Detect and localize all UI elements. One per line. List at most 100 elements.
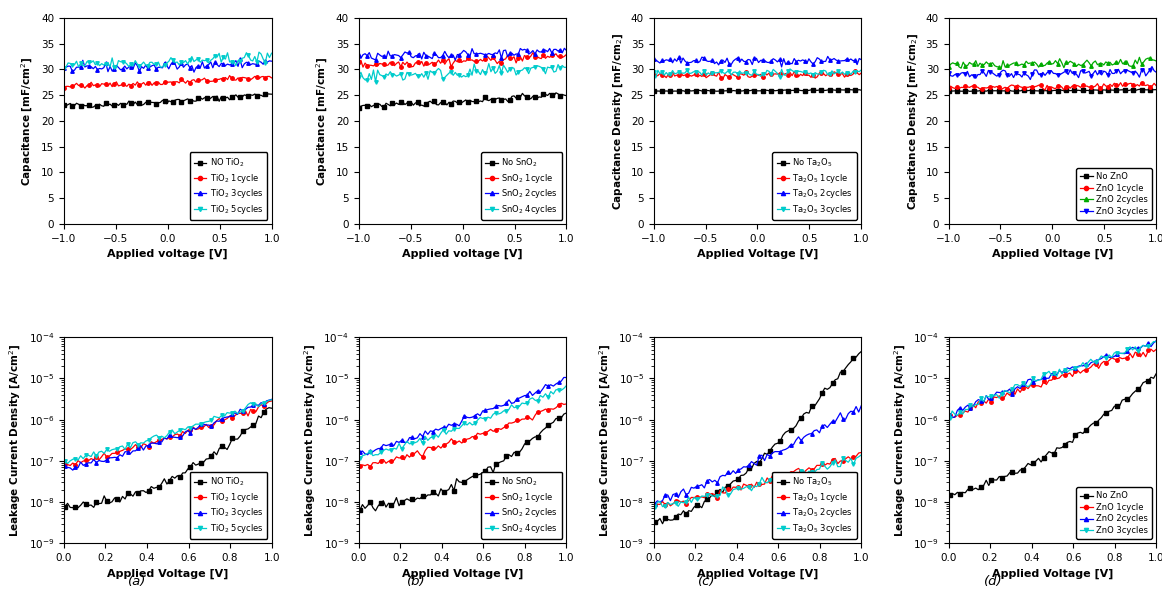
No ZnO: [1143, 86, 1157, 93]
ZnO 1cycle: [942, 411, 956, 418]
Line: SnO$_2$ 1cycle: SnO$_2$ 1cycle: [358, 401, 568, 469]
ZnO 1cycle: [1149, 82, 1162, 90]
X-axis label: Applied Voltage [V]: Applied Voltage [V]: [991, 249, 1113, 260]
Ta$_2$O$_5$ 1cycle: [848, 67, 862, 75]
No SnO$_2$: [538, 424, 552, 432]
No SnO$_2$: [479, 468, 493, 475]
NO TiO$_2$: [261, 404, 275, 411]
ZnO 3cycles: [1084, 356, 1098, 363]
Ta$_2$O$_5$ 1cycle: [773, 70, 787, 78]
SnO$_2$ 1cycle: [447, 438, 461, 445]
Ta$_2$O$_5$ 3cycles: [773, 471, 787, 478]
Legend: NO TiO$_2$, TiO$_2$ 1cycle, TiO$_2$ 3cycles, TiO$_2$ 5cycles: NO TiO$_2$, TiO$_2$ 1cycle, TiO$_2$ 3cyc…: [189, 152, 267, 220]
Legend: No ZnO, ZnO 1cycle, ZnO 2cycles, ZnO 3cycles: No ZnO, ZnO 1cycle, ZnO 2cycles, ZnO 3cy…: [1076, 487, 1152, 539]
SnO$_2$ 2cycles: [538, 381, 552, 388]
TiO$_2$ 5cycles: [58, 457, 72, 464]
ZnO 2cycles: [945, 414, 959, 421]
Ta$_2$O$_5$ 2cycles: [848, 57, 862, 64]
NO TiO$_2$: [57, 101, 71, 109]
TiO$_2$ 3cycles: [186, 424, 200, 432]
Ta$_2$O$_5$ 3cycles: [697, 67, 711, 75]
ZnO 2cycles: [1068, 60, 1082, 67]
Line: TiO$_2$ 3cycles: TiO$_2$ 3cycles: [63, 58, 273, 74]
Line: ZnO 1cycle: ZnO 1cycle: [947, 81, 1157, 92]
ZnO 1cycle: [1143, 346, 1157, 353]
X-axis label: Applied Voltage [V]: Applied Voltage [V]: [991, 568, 1113, 579]
Line: NO TiO$_2$: NO TiO$_2$: [63, 92, 273, 109]
Ta$_2$O$_5$ 3cycles: [647, 69, 661, 76]
SnO$_2$ 2cycles: [352, 51, 366, 59]
Line: SnO$_2$ 4cycles: SnO$_2$ 4cycles: [357, 62, 568, 84]
No ZnO: [983, 88, 997, 95]
ZnO 3cycles: [1149, 338, 1162, 345]
Ta$_2$O$_5$ 3cycles: [781, 475, 795, 482]
Ta$_2$O$_5$ 2cycles: [739, 463, 753, 470]
SnO$_2$ 1cycle: [481, 428, 495, 435]
SnO$_2$ 4cycles: [475, 415, 489, 422]
TiO$_2$ 3cycles: [252, 58, 266, 65]
SnO$_2$ 2cycles: [353, 449, 367, 456]
Ta$_2$O$_5$ 3cycles: [773, 73, 787, 80]
TiO$_2$ 3cycles: [181, 60, 195, 67]
ZnO 3cycles: [1147, 338, 1161, 345]
No ZnO: [992, 87, 1006, 94]
No ZnO: [1133, 86, 1147, 93]
TiO$_2$ 5cycles: [57, 64, 71, 72]
SnO$_2$ 1cycle: [554, 399, 568, 407]
No Ta$_2$O$_5$: [755, 87, 769, 94]
ZnO 1cycle: [1136, 81, 1150, 88]
ZnO 1cycle: [1134, 79, 1148, 86]
TiO$_2$ 1cycle: [252, 75, 266, 82]
Ta$_2$O$_5$ 3cycles: [755, 70, 769, 78]
TiO$_2$ 1cycle: [166, 79, 180, 87]
Ta$_2$O$_5$ 2cycles: [770, 59, 784, 66]
No SnO$_2$: [392, 101, 406, 108]
NO TiO$_2$: [184, 463, 198, 470]
Ta$_2$O$_5$ 2cycles: [754, 57, 768, 64]
Y-axis label: Leakage Current Density [A/cm$^2$]: Leakage Current Density [A/cm$^2$]: [892, 343, 908, 537]
Y-axis label: Leakage Current Density [A/cm$^2$]: Leakage Current Density [A/cm$^2$]: [8, 343, 23, 537]
ZnO 1cycle: [1050, 82, 1064, 90]
Y-axis label: Capacitance [mF/cm$^2$]: Capacitance [mF/cm$^2$]: [20, 56, 35, 186]
No SnO$_2$: [548, 89, 562, 96]
Ta$_2$O$_5$ 2cycles: [775, 63, 789, 70]
Line: TiO$_2$ 5cycles: TiO$_2$ 5cycles: [63, 398, 273, 465]
SnO$_2$ 4cycles: [553, 64, 567, 72]
Ta$_2$O$_5$ 1cycle: [776, 470, 790, 477]
Line: SnO$_2$ 4cycles: SnO$_2$ 4cycles: [358, 384, 568, 460]
NO TiO$_2$: [202, 455, 216, 462]
Y-axis label: Leakage Current Density [A/cm$^2$]: Leakage Current Density [A/cm$^2$]: [597, 343, 612, 537]
TiO$_2$ 1cycle: [57, 84, 71, 91]
Line: No ZnO: No ZnO: [948, 372, 1157, 497]
ZnO 3cycles: [1134, 67, 1148, 74]
ZnO 1cycle: [1149, 346, 1162, 353]
SnO$_2$ 1cycle: [559, 51, 573, 58]
No SnO$_2$: [559, 92, 573, 99]
SnO$_2$ 1cycle: [356, 63, 370, 70]
TiO$_2$ 5cycles: [265, 396, 279, 404]
No ZnO: [959, 88, 973, 95]
Line: No SnO$_2$: No SnO$_2$: [357, 91, 568, 109]
ZnO 1cycle: [1143, 83, 1157, 90]
No Ta$_2$O$_5$: [841, 86, 855, 93]
NO TiO$_2$: [250, 93, 264, 100]
Line: TiO$_2$ 3cycles: TiO$_2$ 3cycles: [63, 398, 273, 472]
Ta$_2$O$_5$ 1cycle: [773, 475, 787, 482]
SnO$_2$ 2cycles: [478, 51, 492, 59]
Line: No Ta$_2$O$_5$: No Ta$_2$O$_5$: [653, 350, 863, 525]
Ta$_2$O$_5$ 2cycles: [831, 414, 845, 421]
ZnO 1cycle: [1070, 367, 1084, 374]
Ta$_2$O$_5$ 3cycles: [841, 68, 855, 75]
SnO$_2$ 1cycle: [478, 56, 492, 63]
TiO$_2$ 1cycle: [265, 398, 279, 405]
No ZnO: [1084, 421, 1098, 429]
SnO$_2$ 4cycles: [547, 69, 561, 76]
Ta$_2$O$_5$ 3cycles: [831, 463, 845, 470]
SnO$_2$ 2cycles: [545, 50, 559, 57]
ZnO 2cycles: [1143, 54, 1157, 61]
No Ta$_2$O$_5$: [773, 87, 787, 94]
Ta$_2$O$_5$ 2cycles: [770, 448, 784, 455]
Ta$_2$O$_5$ 2cycles: [854, 402, 868, 409]
Ta$_2$O$_5$ 2cycles: [773, 448, 787, 456]
TiO$_2$ 5cycles: [60, 460, 74, 467]
